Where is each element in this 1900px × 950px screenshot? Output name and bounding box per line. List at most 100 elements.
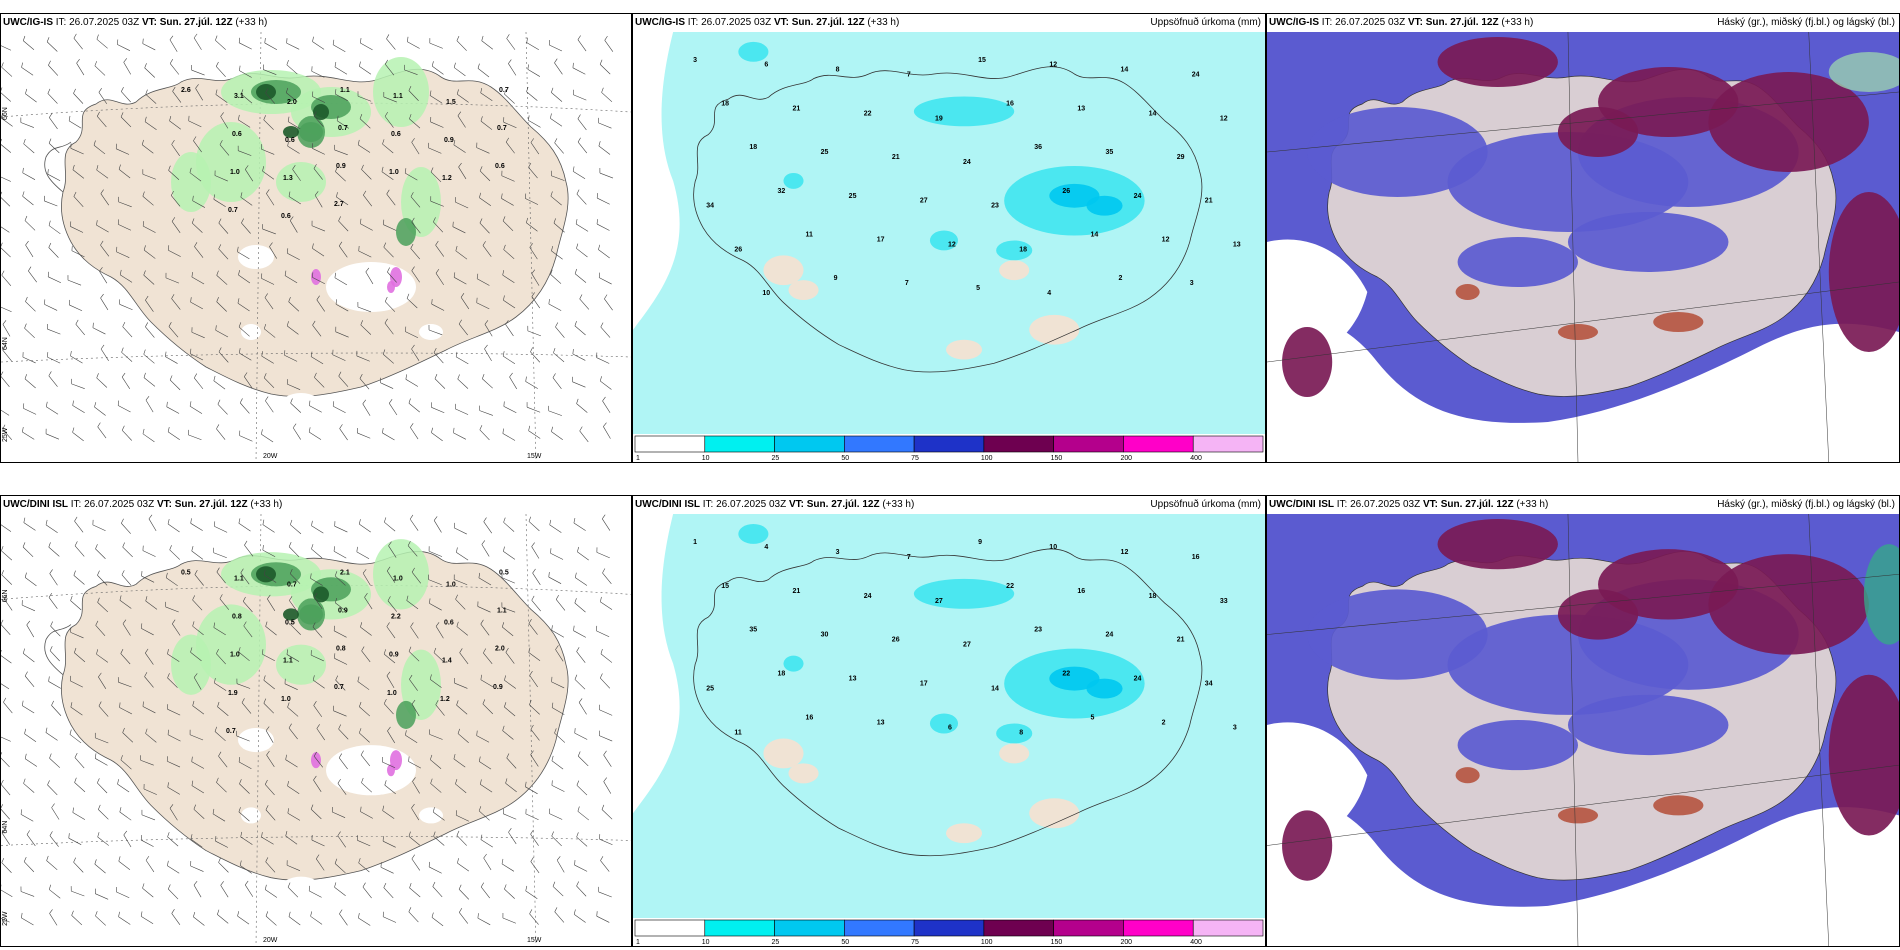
precip-value: 27 [935,598,943,605]
precip-title: Uppsöfnuð úrkoma (mm) [1150,499,1261,510]
vt-label: VT: [773,17,789,28]
colorbar-tick: 400 [1190,939,1202,946]
vt-label: VT: [156,499,172,510]
vt-value: Sun. 27.júl. 12Z [791,17,865,28]
precip-value: 5 [976,285,980,292]
precip-value: 7 [907,72,911,79]
axis-label: 66N [2,107,9,120]
gust-shading [171,539,441,777]
colorbar-swatch [1192,919,1264,937]
precip-colorbar: 1 10 25 50 75 100 150 200 400 [633,918,1265,946]
panel-top-cloud[interactable]: UWC/IG-IS IT: 26.07.2025 03Z VT: Sun. 27… [1266,13,1900,463]
precip-map[interactable]: 3 6 8 7 15 12 14 24 18 21 22 19 16 13 14 12 18 25 21 24 36 35… [633,32,1265,434]
precip-value: 21 [1177,637,1185,644]
precip-map[interactable]: 1 4 3 7 9 10 12 16 15 21 24 27 22 16 18 33 35 30 26 27 23 24 2… [633,514,1265,918]
cloud-map[interactable] [1267,514,1899,946]
it-label: IT: [687,17,699,28]
precip-value: 17 [920,681,928,688]
precip-value: 36 [1034,144,1042,151]
panel-top-precip[interactable]: UWC/IG-IS IT: 26.07.2025 03Z VT: Sun. 27… [632,13,1266,463]
precip-value: 12 [1121,549,1129,556]
vt-value: Sun. 27.júl. 12Z [1440,499,1514,510]
gust-value: 2.6 [181,87,191,94]
gust-value: 1.2 [440,696,450,703]
gust-value: 1.1 [393,93,403,100]
precip-value: 3 [1233,724,1237,731]
precip-value: 11 [734,729,742,736]
axis-label: 25W [2,911,9,926]
panel-bottom-wind[interactable]: UWC/DINI ISL IT: 26.07.2025 03Z VT: Sun.… [0,495,632,947]
axis-label: 20W [263,453,278,460]
precip-value: 32 [777,188,785,195]
vt-label: VT: [1407,17,1423,28]
precip-value: 13 [877,719,885,726]
colorbar-tick: 75 [911,455,919,462]
gust-value: 0.6 [495,163,505,170]
gust-value: 0.8 [336,646,346,653]
wind-map[interactable]: 2.6 3.1 2.0 1.1 1.1 1.5 0.7 0.6 0.6 0.7 0.6 0.9 0.7 1… [1,32,631,462]
colorbar-swatch [704,435,775,453]
wind-map[interactable]: 0.5 1.1 0.7 2.1 1.0 1.0 0.5 0.8 0.5 0.9 2.2 0.6 1.1 1… [1,514,631,946]
precip-value: 25 [706,686,714,693]
gust-value: 3.1 [234,93,244,100]
precip-value: 22 [1062,671,1070,678]
colorbar-tick: 25 [772,939,780,946]
colorbar-swatch [983,435,1054,453]
gust-value: 0.5 [181,569,191,576]
precip-value: 19 [935,115,943,122]
axis-label: 20W [263,937,278,944]
precip-value: 24 [864,593,872,600]
gust-value: 1.0 [446,581,456,588]
precip-value: 24 [1105,632,1113,639]
precip-value: 26 [734,246,742,253]
precip-value: 18 [721,100,729,107]
gust-value: 0.6 [391,131,401,138]
gust-value: 2.7 [334,201,344,208]
colorbar-tick: 10 [702,455,710,462]
it-value: 26.07.2025 03Z [716,499,787,510]
precip-value: 3 [836,549,840,556]
precip-value: 8 [1019,729,1023,736]
precip-value: 12 [1220,115,1228,122]
precip-field [633,514,1265,918]
precip-value: 16 [1077,588,1085,595]
precip-value: 24 [1134,193,1142,200]
panel-title: UWC/IG-IS IT: 26.07.2025 03Z VT: Sun. 27… [1,14,631,32]
precip-value: 7 [905,280,909,287]
cloud-map[interactable] [1267,32,1899,462]
precip-colorbar: 1 10 25 50 75 100 150 200 400 [633,434,1265,462]
colorbar-swatch [844,435,915,453]
iceland-outline [693,548,1203,857]
precip-value: 22 [1006,583,1014,590]
precip-value: 25 [821,149,829,156]
gust-value: 1.4 [442,658,452,665]
precip-value: 4 [764,544,768,551]
precip-value: 9 [978,539,982,546]
precip-value: 3 [693,57,697,64]
gust-values: 2.6 3.1 2.0 1.1 1.1 1.5 0.7 0.6 0.6 0.7 0.6 0.9 0.7 1… [181,87,509,220]
panel-title: UWC/DINI ISL IT: 26.07.2025 03Z VT: Sun.… [1,496,631,514]
precip-value: 26 [1062,188,1070,195]
cloud-layers [1282,519,1899,881]
panel-bottom-precip[interactable]: UWC/DINI ISL IT: 26.07.2025 03Z VT: Sun.… [632,495,1266,947]
lead-time: (+33 h) [867,17,900,28]
precip-value: 12 [1049,62,1057,69]
precip-value: 24 [963,159,971,166]
panel-bottom-cloud[interactable]: UWC/DINI ISL IT: 26.07.2025 03Z VT: Sun.… [1266,495,1900,947]
precip-value: 34 [1205,681,1213,688]
precip-value: 27 [963,642,971,649]
wind-barbs [1,514,613,927]
gust-value: 0.7 [499,87,509,94]
lead-time: (+33 h) [1516,499,1549,510]
precip-value: 17 [877,236,885,243]
axis-label: 15W [527,453,542,460]
panel-top-wind[interactable]: UWC/IG-IS IT: 26.07.2025 03Z VT: Sun. 27… [0,13,632,463]
it-value: 26.07.2025 03Z [1335,17,1406,28]
gust-value: 0.7 [226,728,236,735]
colorbar-swatch [913,919,985,937]
colorbar-swatch [1123,919,1194,937]
vt-label: VT: [141,17,157,28]
lead-time: (+33 h) [250,499,283,510]
precip-value: 24 [1192,72,1200,79]
colorbar-swatch [1123,435,1194,453]
